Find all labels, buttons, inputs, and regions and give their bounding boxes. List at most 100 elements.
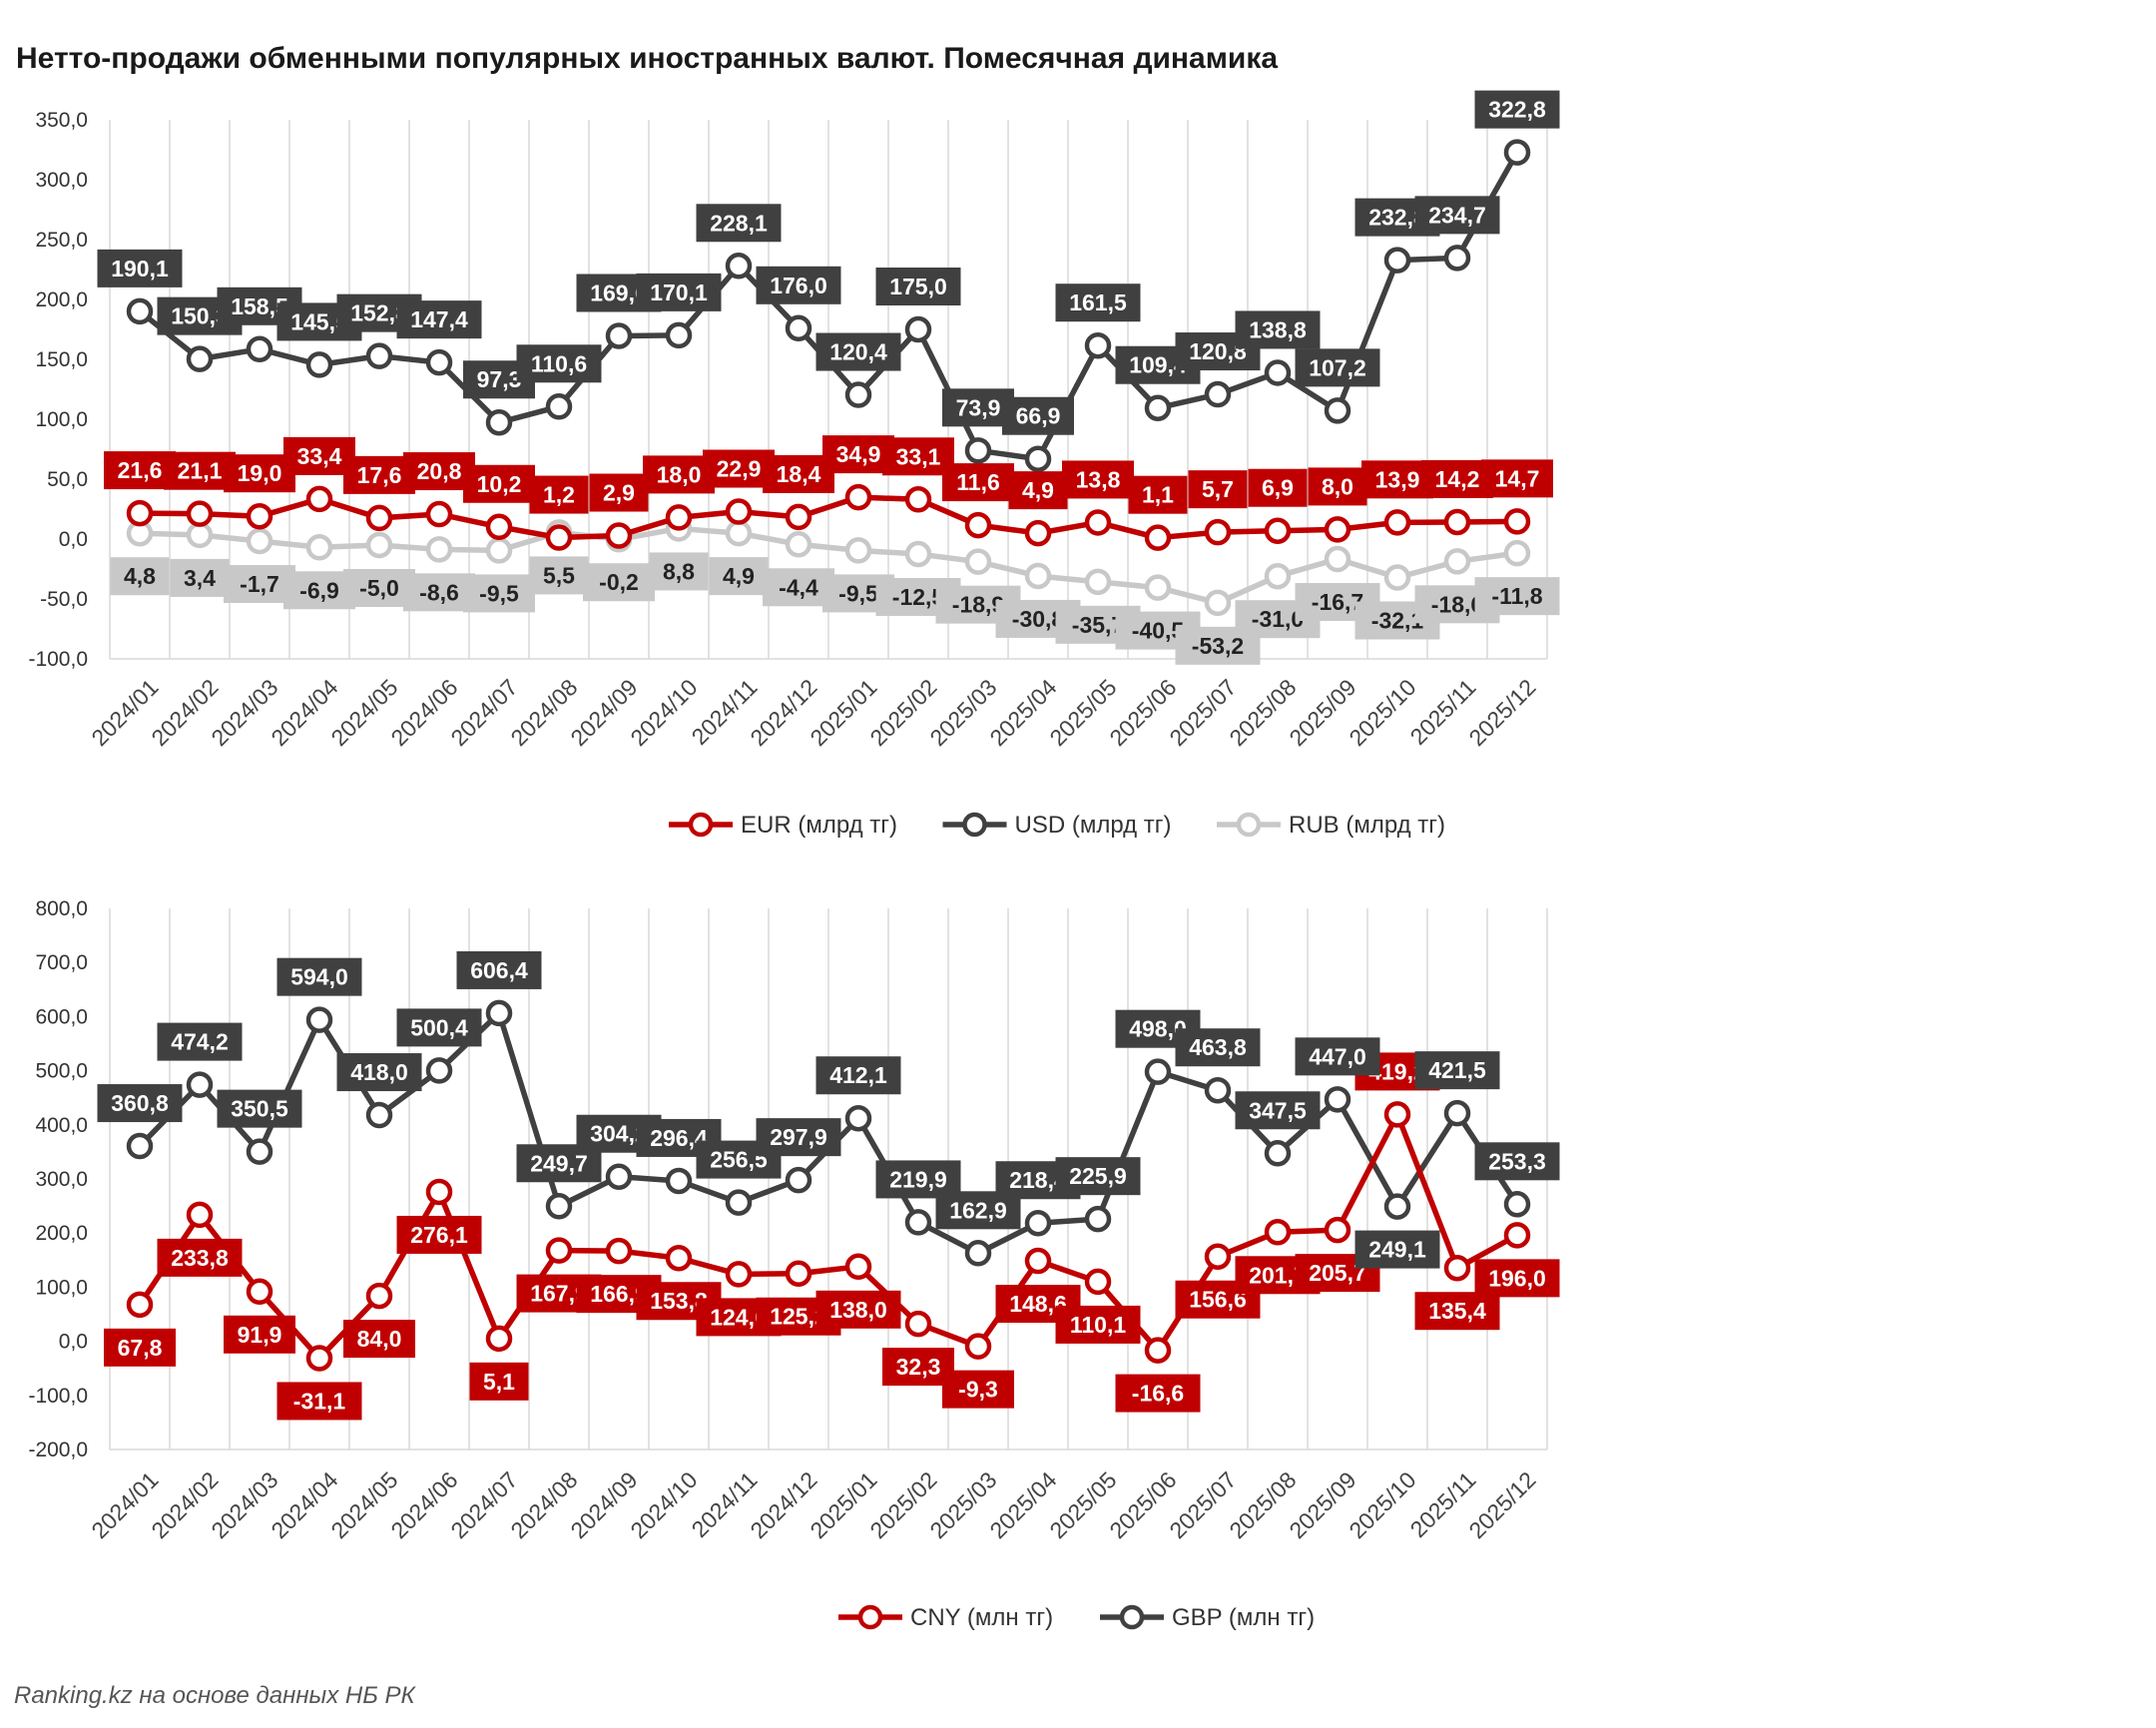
y-tick-label: -100,0 bbox=[28, 1385, 88, 1408]
y-tick-label: 500,0 bbox=[35, 1060, 88, 1083]
data-point-cny bbox=[425, 1178, 453, 1206]
y-tick-label: 100,0 bbox=[35, 1276, 88, 1299]
data-point-eur bbox=[725, 498, 753, 525]
data-label-usd: 234,7 bbox=[1428, 202, 1486, 228]
data-point-gbp bbox=[1324, 1086, 1351, 1113]
data-label-usd: 175,0 bbox=[889, 274, 947, 299]
data-point-eur bbox=[1503, 508, 1531, 535]
data-label-box-cny bbox=[469, 1362, 529, 1401]
source-note: Ranking.kz на основе данных НБ РК bbox=[14, 1682, 417, 1709]
data-label-rub: 5,5 bbox=[543, 562, 575, 588]
data-point-usd bbox=[126, 297, 154, 325]
data-point-gbp bbox=[964, 1240, 992, 1267]
data-point-usd bbox=[485, 408, 513, 436]
data-label-box-cny bbox=[1474, 1259, 1560, 1298]
data-label-gbp: 253,3 bbox=[1488, 1148, 1546, 1174]
panel-bottom-chart: -200,0 -100,0 0,0 100,0 200,0 300,0 400,0 500,0… bbox=[28, 897, 1560, 1631]
y-tick-label: 250,0 bbox=[35, 229, 88, 252]
data-label-box-cny bbox=[1115, 1374, 1201, 1413]
data-point-rub bbox=[485, 537, 513, 564]
data-label-eur: 18,0 bbox=[657, 461, 702, 487]
data-label-gbp: 297,9 bbox=[770, 1124, 827, 1150]
data-label-cny: 233,8 bbox=[171, 1245, 229, 1271]
data-label-cny: -16,6 bbox=[1132, 1381, 1184, 1407]
data-point-usd bbox=[605, 322, 633, 349]
chart-title: Нетто-продажи обменными популярных иност… bbox=[16, 42, 1278, 75]
data-label-gbp: 447,0 bbox=[1309, 1043, 1366, 1069]
legend-marker-usd bbox=[962, 812, 987, 838]
data-label-box-cny bbox=[1055, 1305, 1141, 1344]
data-label-box-rub bbox=[649, 552, 709, 591]
data-point-cny bbox=[1204, 1243, 1232, 1270]
data-point-gbp bbox=[605, 1163, 633, 1190]
data-label-gbp: 162,9 bbox=[949, 1197, 1007, 1223]
data-label-cny: 32,3 bbox=[896, 1354, 941, 1380]
data-point-usd bbox=[545, 393, 573, 420]
y-tick-label: 50,0 bbox=[47, 468, 88, 491]
data-label-rub: -9,5 bbox=[838, 580, 878, 606]
data-label-cny: 196,0 bbox=[1488, 1265, 1546, 1291]
data-label-box-usd bbox=[1055, 284, 1141, 322]
legend-label-rub: RUB (млрд тг) bbox=[1289, 812, 1445, 839]
data-label-box-rub bbox=[170, 558, 230, 597]
data-label-box-gbp bbox=[1414, 1051, 1500, 1090]
legend: EUR (млрд тг) USD (млрд тг) RUB (млрд тг) bbox=[669, 812, 1445, 839]
data-point-gbp bbox=[725, 1189, 753, 1216]
data-label-box-eur bbox=[1308, 467, 1367, 506]
data-label-gbp: 463,8 bbox=[1189, 1034, 1247, 1060]
data-label-box-cny bbox=[224, 1315, 295, 1354]
data-label-eur: 1,1 bbox=[1142, 482, 1174, 508]
data-point-cny bbox=[485, 1325, 513, 1353]
data-point-cny bbox=[725, 1261, 753, 1288]
data-label-box-eur bbox=[942, 463, 1014, 502]
data-point-cny bbox=[126, 1291, 154, 1319]
data-label-box-rub bbox=[463, 574, 535, 613]
data-point-gbp bbox=[545, 1193, 573, 1220]
legend-label-cny: CNY (млн тг) bbox=[910, 1604, 1053, 1631]
data-point-rub bbox=[425, 536, 453, 563]
data-point-rub bbox=[1264, 562, 1292, 590]
data-label-box-rub bbox=[110, 557, 170, 596]
data-label-box-gbp bbox=[1175, 1028, 1261, 1067]
data-point-rub bbox=[1383, 564, 1411, 591]
data-label-gbp: 421,5 bbox=[1428, 1057, 1486, 1083]
data-label-eur: 17,6 bbox=[357, 462, 402, 488]
data-point-usd bbox=[1443, 245, 1471, 272]
data-label-rub: -6,9 bbox=[299, 577, 339, 603]
data-point-rub bbox=[964, 548, 992, 575]
data-label-box-gbp bbox=[1295, 1037, 1380, 1076]
data-label-eur: 21,6 bbox=[118, 457, 163, 483]
data-point-eur bbox=[1084, 509, 1112, 536]
legend-item-cny: CNY (млн тг) bbox=[838, 1604, 1053, 1631]
data-label-box-gbp bbox=[815, 1056, 901, 1095]
data-point-usd bbox=[1024, 445, 1052, 472]
data-label-usd: 110,6 bbox=[531, 350, 587, 376]
data-point-eur bbox=[904, 486, 932, 513]
data-point-gbp bbox=[126, 1132, 154, 1160]
y-tick-label: 600,0 bbox=[35, 1005, 88, 1028]
data-label-rub: -31,0 bbox=[1252, 606, 1304, 632]
data-label-box-gbp bbox=[217, 1089, 302, 1128]
data-point-usd bbox=[1264, 359, 1292, 386]
data-label-usd: 66,9 bbox=[1016, 403, 1061, 429]
y-tick-label: 200,0 bbox=[35, 288, 88, 311]
data-label-box-gbp bbox=[276, 957, 362, 996]
data-label-box-usd bbox=[756, 266, 841, 304]
data-point-usd bbox=[1324, 397, 1351, 424]
data-label-box-cny bbox=[157, 1238, 243, 1277]
data-point-eur bbox=[126, 499, 154, 527]
data-point-eur bbox=[246, 502, 273, 530]
data-label-gbp: 418,0 bbox=[350, 1059, 408, 1085]
data-point-gbp bbox=[1503, 1191, 1531, 1218]
data-label-rub: -53,2 bbox=[1192, 633, 1244, 659]
data-label-eur: 5,7 bbox=[1202, 476, 1234, 502]
legend-item-gbp: GBP (млн тг) bbox=[1100, 1604, 1315, 1631]
data-label-usd: 190,1 bbox=[111, 256, 169, 282]
data-point-gbp bbox=[246, 1138, 273, 1165]
data-point-eur bbox=[485, 513, 513, 541]
data-label-box-gbp bbox=[1354, 1230, 1440, 1269]
data-label-box-usd bbox=[1414, 196, 1500, 235]
data-point-usd bbox=[904, 315, 932, 343]
data-label-box-usd bbox=[875, 268, 961, 305]
